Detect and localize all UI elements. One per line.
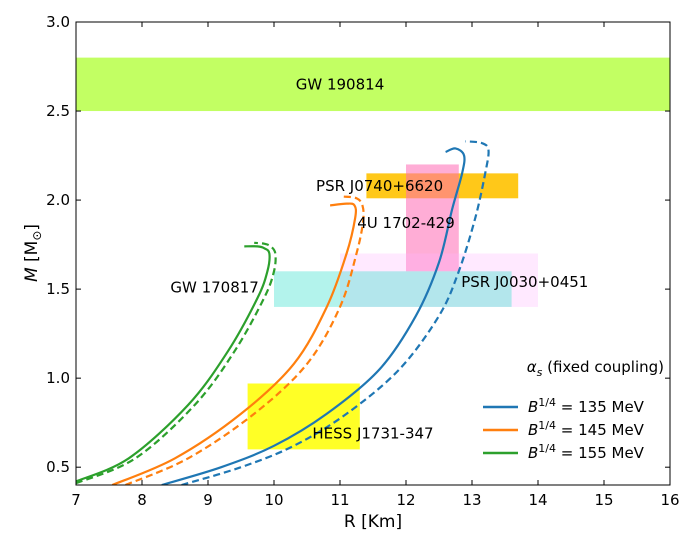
region-labels: GW 190814 PSR J0740+6620 4U 1702-429 PSR J0…	[170, 75, 588, 442]
y-tick-label: 1.5	[46, 280, 70, 298]
series-1-solid-line	[161, 147, 466, 485]
label-gw-190814: GW 190814	[296, 75, 384, 93]
region-gw-170817	[274, 271, 512, 307]
x-tick-label: 7	[71, 491, 81, 509]
x-tick-label: 14	[528, 491, 547, 509]
x-tick-label: 11	[330, 491, 349, 509]
y-tick-label: 1.0	[46, 369, 70, 387]
y-axis-label-unit: [M	[22, 241, 42, 262]
y-axis-ticks: 0.5 1.0 1.5 2.0 2.5 3.0	[46, 13, 670, 476]
plot-area: GW 190814 PSR J0740+6620 4U 1702-429 PSR J0…	[46, 13, 679, 509]
legend-title: αs (fixed coupling)	[527, 358, 664, 379]
label-gw-170817: GW 170817	[170, 278, 258, 296]
plot-frame	[75, 21, 671, 486]
y-tick-label: 2.5	[46, 102, 70, 120]
label-psr-j0030-0451: PSR J0030+0451	[461, 273, 588, 291]
y-tick-label: 3.0	[46, 13, 70, 31]
series-1-dashed-line	[181, 140, 490, 485]
legend-label-3: B1/4 = 155 MeV	[528, 442, 645, 462]
legend-label-1: B1/4 = 135 MeV	[528, 396, 645, 416]
series-2-solid-line	[111, 202, 358, 485]
legend-label-2: B1/4 = 145 MeV	[528, 419, 645, 439]
x-tick-label: 13	[462, 491, 481, 509]
series-3-solid-line	[76, 245, 271, 483]
label-hess-j1731-347: HESS J1731-347	[312, 424, 433, 442]
region-hess-j1731-347	[247, 383, 360, 450]
legend-entries: B1/4 = 135 MeV B1/4 = 145 MeV B1/4 = 155 M…	[483, 396, 645, 462]
region-gw-190814	[76, 57, 670, 112]
y-axis-label-main: M	[22, 267, 42, 282]
series-curves	[76, 140, 490, 485]
label-4u-1702-429: 4U 1702-429	[357, 214, 455, 232]
x-tick-label: 9	[203, 491, 213, 509]
y-axis-label-sun: ⊙	[30, 231, 44, 241]
x-tick-label: 16	[660, 491, 679, 509]
legend-title-sub: s	[537, 366, 543, 379]
label-psr-j0740-6620: PSR J0740+6620	[316, 177, 443, 195]
x-axis-ticks: 7 8 9 10 11 12 13 14 15 16	[71, 22, 680, 509]
x-tick-label: 12	[396, 491, 415, 509]
x-tick-label: 15	[594, 491, 613, 509]
x-axis-label: R [Km]	[344, 512, 402, 532]
series-3-dashed-line	[76, 241, 277, 485]
x-tick-label: 10	[264, 491, 283, 509]
y-axis-label: M [M⊙]	[22, 224, 44, 282]
x-tick-label: 8	[137, 491, 147, 509]
y-tick-label: 0.5	[46, 458, 70, 476]
constraint-regions	[76, 57, 670, 450]
legend-title-alpha: α	[527, 358, 537, 376]
series-2-dashed-line	[125, 195, 365, 485]
legend-title-rest: (fixed coupling)	[542, 358, 664, 376]
y-axis-label-end: ]	[22, 224, 42, 231]
y-tick-label: 2.0	[46, 191, 70, 209]
